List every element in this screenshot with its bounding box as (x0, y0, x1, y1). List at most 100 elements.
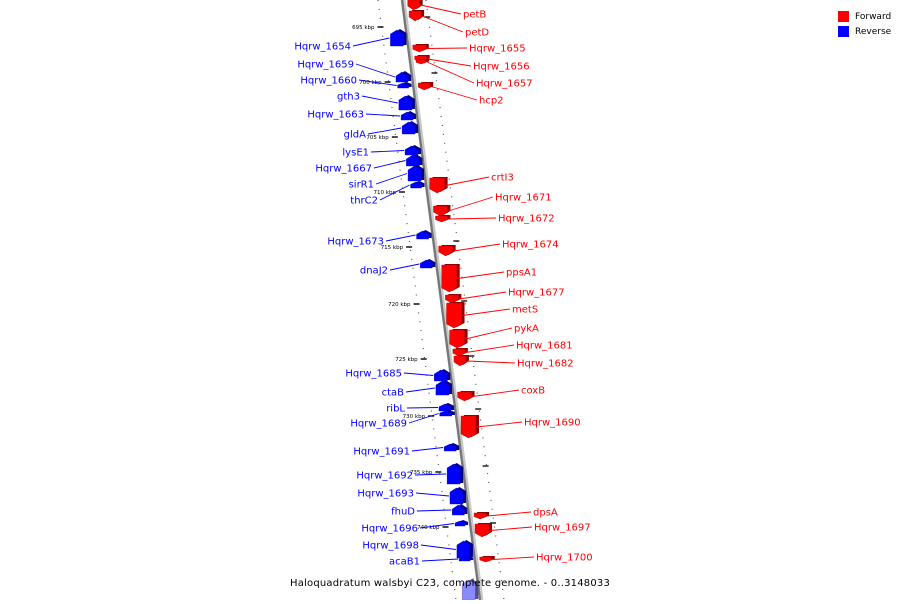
gene-label-ppsA1[interactable]: ppsA1 (506, 268, 537, 279)
forward-gene-arrow[interactable] (412, 44, 429, 53)
gene-label-Hqrw_1697[interactable]: Hqrw_1697 (534, 523, 591, 534)
forward-gene-arrow[interactable] (438, 245, 456, 257)
forward-gene-arrow[interactable] (473, 512, 490, 520)
reverse-gene-arrow[interactable] (439, 410, 455, 417)
gene-label-Hqrw_1692[interactable]: Hqrw_1692 (356, 471, 413, 482)
reverse-gene-arrow[interactable] (400, 111, 417, 121)
forward-gene-arrow[interactable] (445, 294, 462, 304)
gene-label-Hqrw_1693[interactable]: Hqrw_1693 (357, 489, 414, 500)
reverse-gene-arrow[interactable] (458, 556, 474, 562)
gene-label-Hqrw_1698[interactable]: Hqrw_1698 (362, 541, 419, 552)
gene-leader-line (421, 558, 459, 562)
gene-label-Hqrw_1681[interactable]: Hqrw_1681 (516, 341, 573, 352)
gene-leader-line (465, 344, 515, 353)
gene-label-ctaB[interactable]: ctaB (382, 388, 405, 399)
forward-gene-arrow[interactable] (449, 329, 468, 349)
reverse-gene-arrow[interactable] (452, 504, 468, 516)
gene-label-Hqrw_1654[interactable]: Hqrw_1654 (294, 42, 351, 53)
forward-gene-arrow[interactable] (453, 355, 469, 367)
reverse-gene-arrow[interactable] (407, 165, 425, 182)
reverse-gene-arrow[interactable] (410, 181, 425, 189)
forward-gene-arrow[interactable] (418, 82, 434, 91)
gene-label-dnaJ2[interactable]: dnaJ2 (360, 266, 388, 277)
gene-label-gth3[interactable]: gth3 (337, 92, 360, 103)
forward-gene-arrow[interactable] (429, 177, 448, 194)
gene-label-Hqrw_1667[interactable]: Hqrw_1667 (315, 164, 372, 175)
gene-leader-line (487, 511, 532, 517)
gene-label-dpsA[interactable]: dpsA (533, 508, 558, 519)
forward-gene-arrow[interactable] (479, 556, 495, 563)
reverse-gene-arrow[interactable] (449, 487, 466, 505)
gene-leader-line (355, 63, 396, 78)
gene-leader-line (352, 37, 390, 47)
forward-gene-arrow[interactable] (408, 10, 425, 22)
gene-label-Hqrw_1663[interactable]: Hqrw_1663 (307, 110, 364, 121)
gene-label-Hqrw_1660[interactable]: Hqrw_1660 (300, 76, 357, 87)
gene-label-hcp2[interactable]: hcp2 (479, 96, 504, 107)
reverse-gene-arrow[interactable] (434, 369, 451, 382)
gene-label-lysE1[interactable]: lysE1 (342, 148, 369, 159)
reverse-gene-arrow[interactable] (456, 540, 473, 559)
reverse-gene-arrow[interactable] (438, 403, 454, 412)
forward-gene-arrow[interactable] (441, 264, 460, 293)
gene-label-Hqrw_1682[interactable]: Hqrw_1682 (517, 359, 574, 370)
reverse-gene-arrow[interactable] (390, 29, 407, 47)
gene-leader-line (445, 176, 490, 186)
legend-reverse: Reverse (838, 24, 891, 39)
gene-label-sirR1[interactable]: sirR1 (349, 180, 374, 191)
gene-label-Hqrw_1685[interactable]: Hqrw_1685 (345, 369, 402, 380)
forward-gene-arrow[interactable] (452, 348, 468, 357)
gene-label-petB[interactable]: petB (463, 10, 486, 21)
forward-gene-arrow[interactable] (460, 415, 480, 439)
forward-gene-arrow[interactable] (415, 59, 430, 65)
reverse-gene-arrow[interactable] (435, 380, 452, 396)
gene-label-acaB1[interactable]: acaB1 (389, 557, 420, 568)
reverse-gene-arrow[interactable] (416, 230, 432, 240)
gene-label-gldA[interactable]: gldA (344, 130, 366, 141)
reverse-gene-arrow[interactable] (446, 463, 464, 485)
forward-gene-arrow[interactable] (407, 0, 423, 11)
reverse-gene-arrow[interactable] (443, 443, 460, 452)
gene-label-pykA[interactable]: pykA (514, 324, 539, 335)
gene-label-Hqrw_1659[interactable]: Hqrw_1659 (297, 60, 354, 71)
gene-label-Hqrw_1696[interactable]: Hqrw_1696 (361, 524, 418, 535)
reverse-gene-arrow[interactable] (420, 259, 436, 269)
reverse-gene-arrow[interactable] (462, 579, 479, 601)
gene-label-Hqrw_1690[interactable]: Hqrw_1690 (524, 418, 581, 429)
forward-gene-arrow[interactable] (433, 205, 451, 217)
reverse-gene-arrow[interactable] (404, 145, 422, 156)
reverse-gene-arrow[interactable] (454, 520, 469, 527)
gene-label-thrC2[interactable]: thrC2 (350, 196, 378, 207)
gene-label-Hqrw_1673[interactable]: Hqrw_1673 (327, 237, 384, 248)
gene-label-Hqrw_1671[interactable]: Hqrw_1671 (495, 193, 552, 204)
gene-label-coxB[interactable]: coxB (521, 386, 545, 397)
forward-gene-arrow[interactable] (474, 523, 492, 538)
gene-label-ribL[interactable]: ribL (386, 404, 405, 415)
gene-leader-line (492, 556, 535, 560)
forward-gene-arrow[interactable] (457, 391, 475, 402)
gene-leader-line (419, 523, 455, 529)
gene-label-petD[interactable]: petD (465, 28, 489, 39)
gene-label-Hqrw_1657[interactable]: Hqrw_1657 (476, 79, 533, 90)
reverse-gene-arrow[interactable] (398, 95, 415, 111)
gene-label-Hqrw_1691[interactable]: Hqrw_1691 (353, 447, 410, 458)
gene-label-Hqrw_1655[interactable]: Hqrw_1655 (469, 44, 526, 55)
reverse-gene-arrow[interactable] (397, 82, 412, 89)
reverse-gene-arrow[interactable] (395, 71, 412, 83)
reverse-gene-arrow[interactable] (401, 121, 419, 135)
gene-label-Hqrw_1656[interactable]: Hqrw_1656 (473, 62, 530, 73)
forward-gene-arrow[interactable] (446, 302, 465, 329)
gene-label-Hqrw_1689[interactable]: Hqrw_1689 (350, 419, 407, 430)
gene-leader-line (385, 234, 416, 242)
gene-label-Hqrw_1700[interactable]: Hqrw_1700 (536, 553, 593, 564)
gene-leader-line (367, 127, 402, 135)
gene-label-Hqrw_1674[interactable]: Hqrw_1674 (502, 240, 559, 251)
forward-gene-arrow[interactable] (435, 215, 451, 223)
gene-label-crtI3[interactable]: crtI3 (491, 173, 514, 184)
gene-label-fhuD[interactable]: fhuD (391, 507, 415, 518)
reverse-gene-arrow[interactable] (406, 154, 423, 167)
gene-label-Hqrw_1677[interactable]: Hqrw_1677 (508, 288, 565, 299)
gene-label-Hqrw_1672[interactable]: Hqrw_1672 (498, 214, 555, 225)
gene-label-metS[interactable]: metS (512, 305, 538, 316)
